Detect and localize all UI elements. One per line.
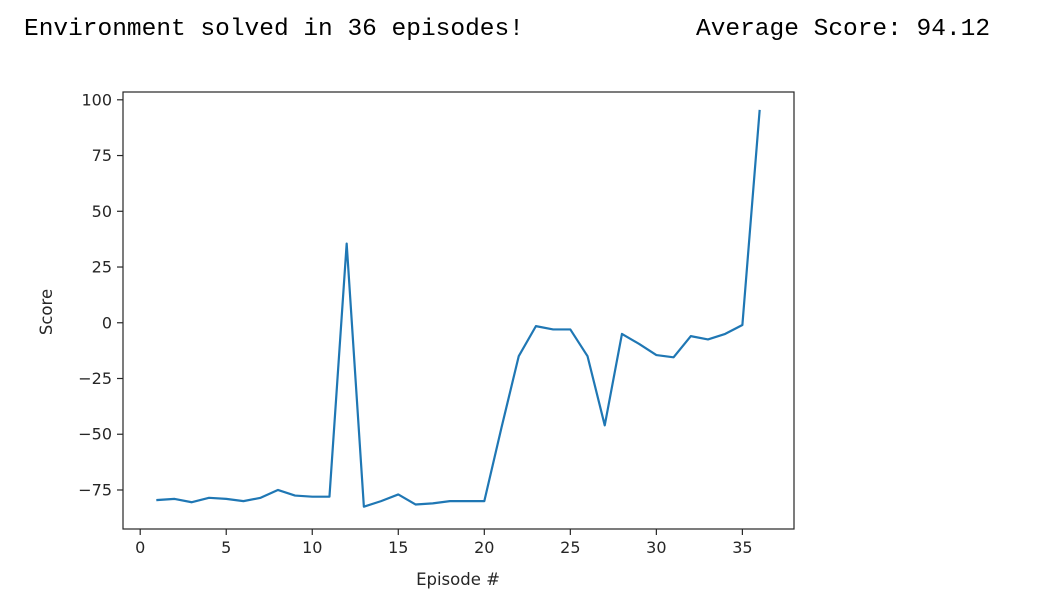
y-axis-label: Score xyxy=(37,289,56,335)
x-tick-label: 35 xyxy=(732,538,752,557)
x-tick-label: 30 xyxy=(646,538,666,557)
x-axis-label: Episode # xyxy=(416,570,500,589)
plot-lines xyxy=(156,109,761,508)
y-tick-label: −25 xyxy=(78,369,112,388)
x-tick-label: 5 xyxy=(221,538,231,557)
y-tick-label: 100 xyxy=(81,90,112,109)
average-score-message: Average Score: 94.12 xyxy=(696,16,991,43)
y-tick-label: 75 xyxy=(92,146,112,165)
x-tick-label: 20 xyxy=(474,538,494,557)
axis-ticks: 0 5 10 15 20 25 30 35 −75 −50 −25 0 25 50 75 100 xyxy=(78,90,752,557)
x-tick-label: 15 xyxy=(388,538,408,557)
console-output: Environment solved in 36 episodes! Avera… xyxy=(24,14,1054,50)
solved-message: Environment solved in 36 episodes! xyxy=(24,16,524,43)
score-series-line xyxy=(156,109,761,508)
y-tick-label: −75 xyxy=(78,480,112,499)
x-tick-label: 10 xyxy=(302,538,322,557)
y-tick-label: 0 xyxy=(102,313,112,332)
x-tick-label: 25 xyxy=(560,538,580,557)
x-tick-label: 0 xyxy=(135,538,145,557)
plot-frame xyxy=(122,91,795,530)
y-tick-label: 25 xyxy=(92,258,112,277)
y-tick-label: −50 xyxy=(78,425,112,444)
y-tick-label: 50 xyxy=(92,202,112,221)
